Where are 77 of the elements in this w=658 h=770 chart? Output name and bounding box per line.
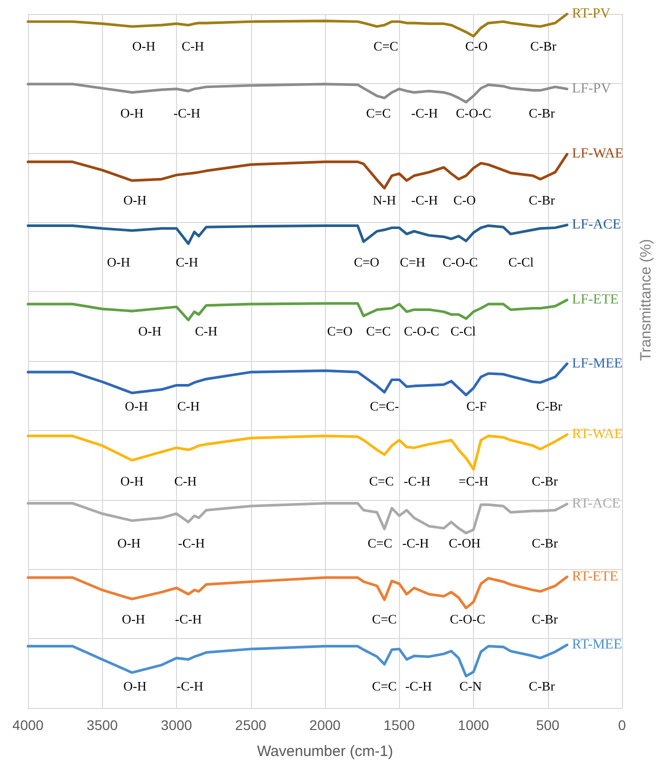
annotation: -C-H bbox=[405, 678, 432, 694]
x-tick-label: 4000 bbox=[12, 717, 44, 733]
annotation: N-H bbox=[372, 192, 396, 208]
annotation: C=C bbox=[369, 474, 394, 489]
annotation: -C-H bbox=[411, 106, 438, 121]
annotation: -C-H bbox=[175, 612, 202, 627]
annotation: C=C bbox=[368, 535, 392, 550]
annotation: C=C bbox=[366, 324, 391, 339]
annotation: C=C bbox=[372, 678, 397, 694]
annotation: C-H bbox=[177, 398, 200, 414]
annotation: C-N bbox=[459, 678, 482, 694]
annotation: C=C- bbox=[370, 398, 399, 414]
annotation: -C-H bbox=[402, 535, 429, 550]
annotation: O-H bbox=[132, 38, 156, 54]
annotation: O-H bbox=[120, 474, 144, 489]
x-tick-label: 3500 bbox=[86, 717, 118, 733]
annotation: O-H bbox=[107, 254, 130, 270]
annotation: C-Cl bbox=[508, 254, 534, 270]
annotation: O-H bbox=[122, 612, 145, 627]
series-label: LF-MEE bbox=[572, 356, 623, 372]
series-label: RT-ETE bbox=[572, 569, 618, 584]
annotation: O-H bbox=[123, 678, 146, 694]
annotation: -C-H bbox=[174, 106, 200, 121]
annotation: C-H bbox=[182, 38, 204, 54]
series-label: LF-WAE bbox=[572, 146, 624, 162]
x-tick-label: 500 bbox=[536, 717, 560, 733]
annotation: O-H bbox=[123, 192, 146, 208]
annotation: C-Br bbox=[530, 38, 557, 54]
series-label: LF-PV bbox=[572, 81, 611, 96]
annotation: C=C bbox=[372, 612, 397, 627]
x-tick-label: 2000 bbox=[309, 717, 341, 733]
annotation: C-Br bbox=[528, 192, 556, 208]
annotation: C-Br bbox=[528, 106, 556, 121]
series-label: LF-ACE bbox=[572, 217, 622, 232]
annotation: C-H bbox=[176, 254, 198, 270]
series-label: RT-MEE bbox=[572, 637, 622, 652]
annotation: C-Br bbox=[536, 398, 563, 414]
annotation: C-H bbox=[174, 474, 197, 489]
annotation: C-Br bbox=[528, 678, 556, 694]
annotation: C-O-C bbox=[456, 106, 492, 121]
annotation: C=C bbox=[366, 106, 391, 121]
annotation: C-Cl bbox=[450, 324, 476, 339]
x-tick-label: 3000 bbox=[160, 717, 192, 733]
annotation: C-O-C bbox=[404, 324, 440, 339]
x-tick-label: 2500 bbox=[235, 717, 267, 733]
x-axis-title: Wavenumber (cm-1) bbox=[256, 743, 394, 760]
x-tick-label: 0 bbox=[618, 717, 626, 733]
annotation: O-H bbox=[120, 106, 144, 121]
series-label: RT-PV bbox=[572, 6, 610, 22]
annotation: C-O-C bbox=[450, 612, 486, 627]
annotation: O-H bbox=[117, 535, 141, 550]
annotation: C-O bbox=[453, 192, 476, 208]
x-tick-label: 1500 bbox=[384, 717, 416, 733]
annotation: =C-H bbox=[458, 474, 488, 489]
series-label: RT-ACE bbox=[572, 496, 620, 512]
y-axis-title: Transmittance (%) bbox=[638, 239, 654, 361]
annotation: C-F bbox=[466, 398, 487, 414]
annotation: C-Br bbox=[532, 474, 558, 489]
series-label: LF-ETE bbox=[572, 292, 619, 308]
annotation: -C-H bbox=[178, 535, 205, 550]
x-tick-label: 1000 bbox=[458, 717, 490, 733]
annotation: C-OH bbox=[448, 535, 480, 550]
annotation: C-O-C bbox=[442, 254, 478, 270]
annotation: O-H bbox=[138, 324, 162, 339]
annotation: C=H bbox=[400, 254, 426, 270]
annotation: -C-H bbox=[411, 192, 438, 208]
annotation: C-O bbox=[465, 38, 488, 54]
annotation: C-H bbox=[195, 324, 218, 339]
annotation: C-Br bbox=[532, 612, 558, 627]
series-label: RT-WAE bbox=[572, 427, 623, 442]
annotation: C-Br bbox=[532, 535, 558, 550]
annotation: C=O bbox=[354, 254, 380, 270]
annotation: -C-H bbox=[404, 474, 430, 489]
annotation: C=O bbox=[327, 324, 353, 339]
annotation: O-H bbox=[124, 398, 148, 414]
annotation: -C-H bbox=[176, 678, 204, 694]
annotation: C=C bbox=[374, 38, 398, 54]
